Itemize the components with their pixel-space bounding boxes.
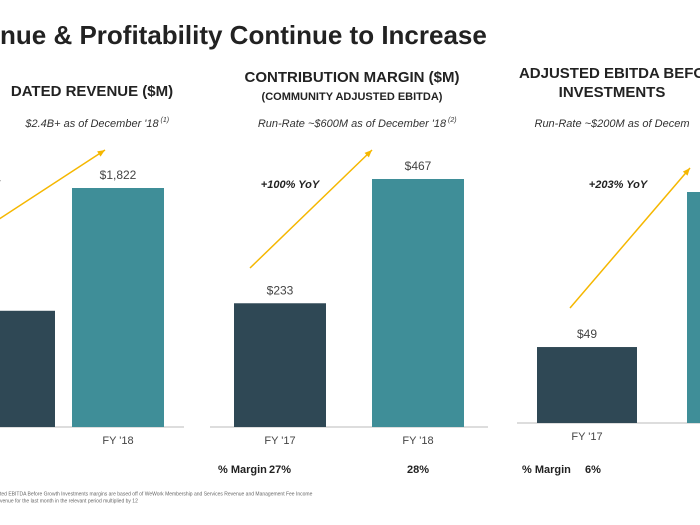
- margin-label: % Margin: [522, 464, 571, 476]
- arrow-head: [682, 168, 690, 176]
- bar: [0, 310, 55, 427]
- arrow-head: [364, 150, 372, 158]
- footnote: ted EBITDA Before Growth Investments mar…: [0, 491, 313, 497]
- x-tick-label: FY '17: [264, 435, 295, 447]
- x-tick-label: FY '18: [402, 435, 433, 447]
- bar: [372, 179, 464, 427]
- value-label: $49: [577, 327, 597, 341]
- run-rate: Run-Rate ~$200M as of Decem: [535, 118, 690, 130]
- x-tick-label: FY '17: [571, 431, 602, 443]
- bar: [687, 192, 700, 423]
- growth-arrow: [569, 167, 691, 309]
- run-rate-note: (1): [161, 117, 170, 124]
- chart-title: CONTRIBUTION MARGIN ($M): [245, 69, 460, 86]
- value-label: $1,822: [100, 168, 137, 182]
- value-label: $233: [267, 283, 294, 297]
- value-label: $467: [405, 159, 432, 173]
- margin-label: % Margin: [218, 464, 267, 476]
- bar: [234, 303, 326, 427]
- footnote: venue for the last month in the relevant…: [0, 498, 138, 504]
- run-rate-note: (2): [448, 117, 457, 124]
- chart-title: DATED REVENUE ($M): [11, 83, 173, 100]
- growth-arrow: [0, 149, 106, 220]
- chart-title: (COMMUNITY ADJUSTED EBITDA): [262, 91, 443, 103]
- growth-annotation: YoY: [0, 179, 2, 191]
- chart-title: INVESTMENTS: [559, 84, 666, 101]
- growth-arrow: [249, 149, 373, 269]
- growth-annotation: +100% YoY: [261, 179, 321, 191]
- margin-value: 6%: [585, 464, 601, 476]
- bar: [537, 347, 637, 423]
- margin-value: 28%: [407, 464, 429, 476]
- run-rate: Run-Rate ~$600M as of December '18: [258, 118, 447, 130]
- margin-value: 27%: [269, 464, 291, 476]
- growth-annotation: +203% YoY: [589, 179, 649, 191]
- chart-title: ADJUSTED EBITDA BEFO: [519, 65, 700, 82]
- arrow-head: [97, 150, 105, 157]
- slide-title: nue & Profitability Continue to Increase: [0, 20, 487, 50]
- bar: [72, 188, 164, 427]
- run-rate: $2.4B+ as of December '18: [24, 118, 159, 130]
- x-tick-label: FY '18: [102, 435, 133, 447]
